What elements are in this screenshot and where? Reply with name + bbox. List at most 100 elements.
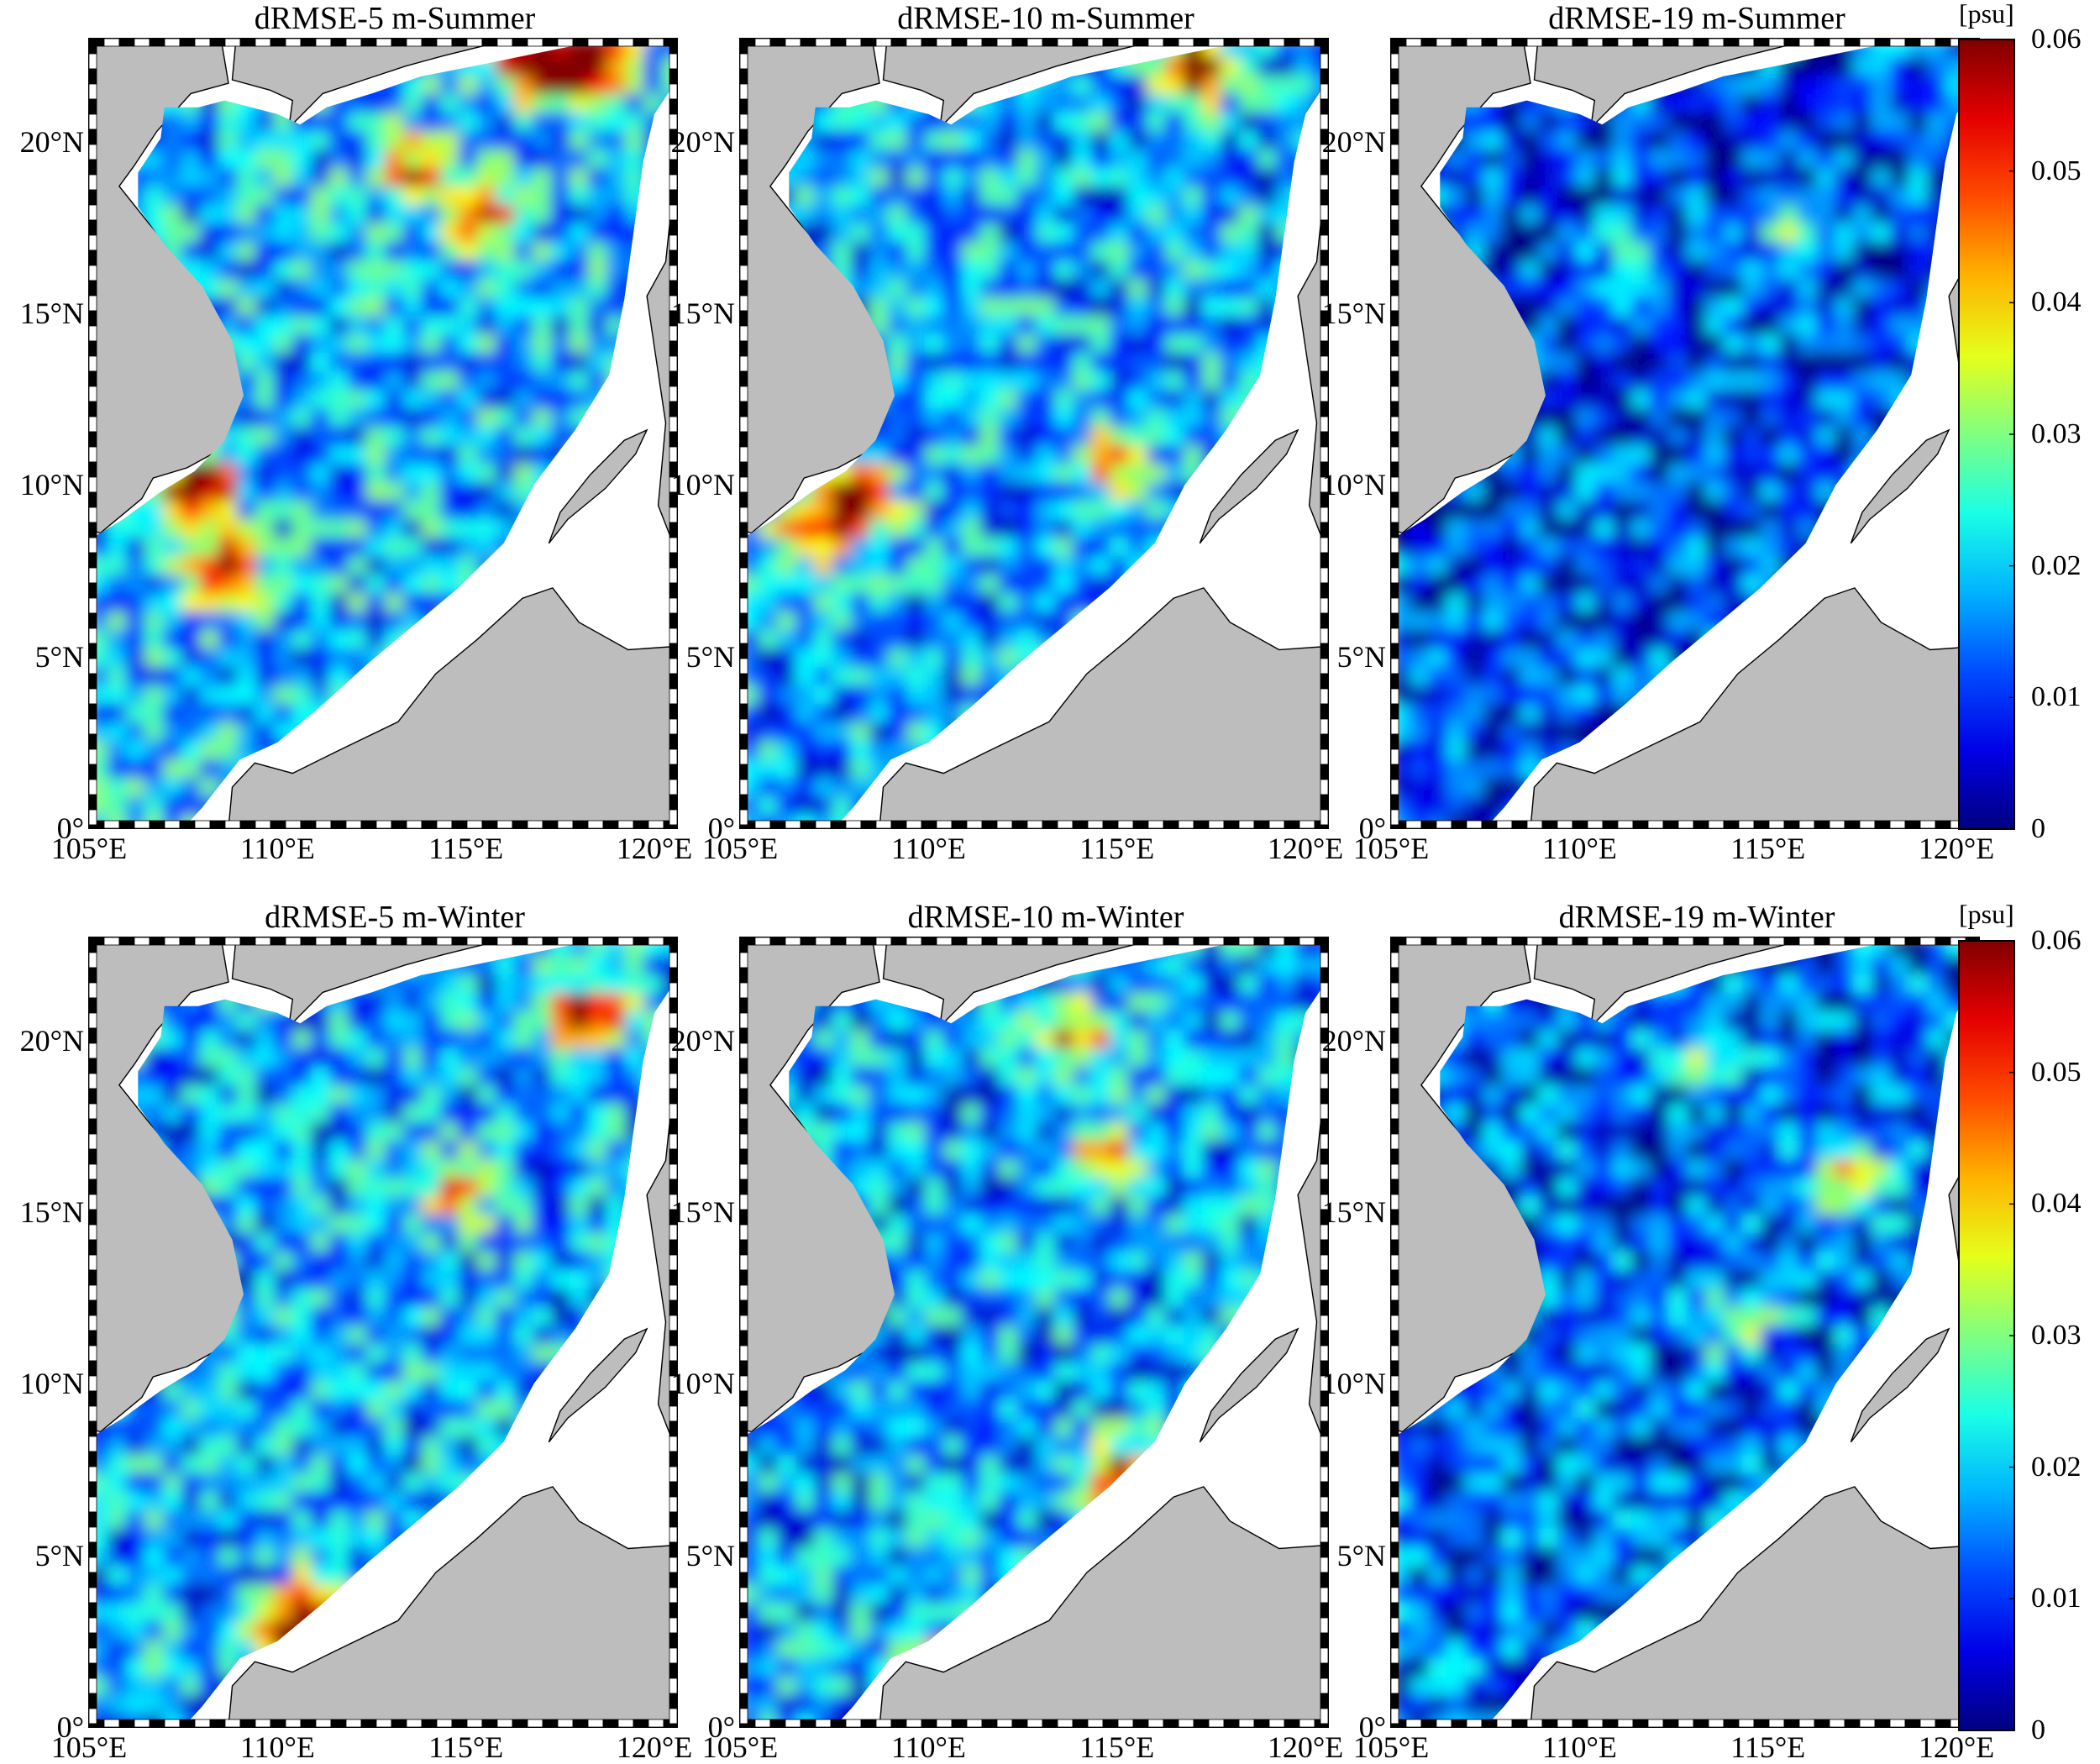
lat-tick-label: 10°N [670, 468, 735, 502]
lon-tick-label: 105°E [50, 1730, 128, 1764]
panel-title: dRMSE-10 m-Summer [897, 1, 1194, 36]
colorbar-tick-label: 0.02 [2031, 549, 2082, 581]
lon-tick-label: 110°E [1541, 832, 1617, 865]
colorbar-tick-label: 0.06 [2031, 24, 2082, 55]
lat-tick-label: 10°N [1321, 1367, 1386, 1401]
lat-tick-label: 20°N [19, 124, 84, 159]
lon-tick-label: 105°E [1352, 832, 1430, 865]
colorbar-tick-label: 0.04 [2031, 1188, 2082, 1220]
lat-tick-label: 15°N [670, 296, 735, 330]
salinity-map [739, 937, 1329, 1728]
colorbar-tick-label: 0.01 [2031, 1583, 2082, 1614]
lon-tick-label: 115°E [1079, 1730, 1155, 1764]
land [1850, 1327, 1950, 1443]
lat-tick-label: 20°N [670, 1023, 735, 1058]
lon-tick-label: 120°E [1918, 832, 1995, 865]
panel-summer-10m: dRMSE-10 m-Summer 0° 5°N 10°N 15°N 20°N 105°E… [671, 0, 1373, 865]
lat-tick-label: 10°N [19, 468, 84, 502]
lon-tick-label: 120°E [1267, 1730, 1344, 1764]
colorbar-gradient [1958, 940, 2015, 1731]
salinity-map [88, 937, 678, 1728]
colorbar-summer: [psu] 0 0.01 0.02 0.03 0.04 0.05 0.06 [1957, 0, 2083, 844]
lon-tick-label: 120°E [616, 832, 693, 865]
lon-tick-label: 120°E [1267, 832, 1344, 865]
lat-tick-label: 10°N [670, 1367, 735, 1401]
land [228, 1486, 678, 1728]
salinity-map [1390, 38, 1980, 829]
lat-tick-label: 0° [1358, 811, 1386, 845]
panel-title: dRMSE-5 m-Summer [254, 1, 536, 36]
colorbar-tick-label: 0.05 [2031, 1056, 2082, 1088]
lat-tick-label: 20°N [19, 1023, 84, 1058]
lon-tick-label: 115°E [428, 832, 504, 865]
lat-tick-label: 0° [1358, 1710, 1386, 1744]
lon-tick-label: 110°E [239, 832, 315, 865]
lon-tick-label: 115°E [1730, 832, 1806, 865]
colorbar-tick-label: 0 [2031, 1714, 2045, 1746]
land [1199, 1327, 1299, 1443]
lon-tick-label: 120°E [616, 1730, 693, 1764]
lat-tick-label: 15°N [1321, 296, 1386, 330]
lat-tick-label: 20°N [670, 124, 735, 159]
panel-title: dRMSE-19 m-Winter [1558, 900, 1835, 935]
lat-tick-label: 5°N [34, 1538, 84, 1572]
panel-winter-10m: dRMSE-10 m-Winter 0° 5°N 10°N 15°N 20°N 105°E… [671, 899, 1373, 1764]
land [548, 428, 648, 544]
lon-tick-label: 110°E [239, 1730, 315, 1764]
land [1199, 428, 1299, 544]
panel-winter-19m: dRMSE-19 m-Winter 0° 5°N 10°N 15°N 20°N 105°E… [1322, 899, 2024, 1764]
panel-summer-5m: dRMSE-5 m-Summer 0° 5°N 10°N 15°N 20°N 105°E 1… [20, 0, 722, 865]
panel-summer-19m: dRMSE-19 m-Summer 0° 5°N 10°N 15°N 20°N 105°E… [1322, 0, 2024, 865]
lon-tick-label: 115°E [1079, 832, 1155, 865]
lat-tick-label: 15°N [670, 1194, 735, 1229]
lat-tick-label: 15°N [1321, 1194, 1386, 1229]
lon-tick-label: 105°E [1352, 1730, 1430, 1764]
land [1850, 428, 1950, 544]
lat-tick-label: 5°N [1336, 639, 1386, 674]
land [548, 1327, 648, 1443]
lon-tick-label: 120°E [1918, 1730, 1995, 1764]
panel-title: dRMSE-19 m-Summer [1548, 1, 1845, 36]
land [879, 1486, 1329, 1728]
lat-tick-label: 10°N [19, 1367, 84, 1401]
lat-tick-label: 0° [707, 1710, 735, 1744]
lat-tick-label: 0° [56, 811, 84, 845]
panel-title: dRMSE-5 m-Winter [265, 900, 525, 935]
lat-tick-label: 5°N [685, 1538, 735, 1572]
lat-tick-label: 15°N [19, 1194, 84, 1229]
salinity-map [1390, 937, 1980, 1728]
lat-tick-label: 5°N [1336, 1538, 1386, 1572]
colorbar-tick-label: 0.03 [2031, 1320, 2082, 1351]
salinity-map [88, 38, 678, 829]
colorbar-tick-label: 0.06 [2031, 925, 2082, 956]
panel-winter-5m: dRMSE-5 m-Winter 0° 5°N 10°N 15°N 20°N 105°E 1… [20, 899, 722, 1764]
lat-tick-label: 5°N [34, 639, 84, 674]
lon-tick-label: 110°E [1541, 1730, 1617, 1764]
land [228, 587, 678, 829]
colorbar-tick-label: 0 [2031, 813, 2045, 844]
colorbar-winter: [psu] 0 0.01 0.02 0.03 0.04 0.05 0.06 [1957, 899, 2083, 1746]
colorbar-tick-label: 0.04 [2031, 286, 2082, 318]
colorbar-unit: [psu] [1959, 899, 2014, 929]
lon-tick-label: 105°E [701, 1730, 779, 1764]
land [879, 587, 1329, 829]
salinity-map [739, 38, 1329, 829]
panel-title: dRMSE-10 m-Winter [907, 900, 1184, 935]
lon-tick-label: 105°E [50, 832, 128, 865]
lat-tick-label: 5°N [685, 639, 735, 674]
colorbar-tick-label: 0.01 [2031, 681, 2082, 713]
lat-tick-label: 0° [56, 1710, 84, 1744]
lat-tick-label: 20°N [1321, 1023, 1386, 1058]
colorbar-tick-label: 0.02 [2031, 1451, 2082, 1483]
lat-tick-label: 0° [707, 811, 735, 845]
lon-tick-label: 110°E [890, 832, 966, 865]
lon-tick-label: 105°E [701, 832, 779, 865]
lat-tick-label: 10°N [1321, 468, 1386, 502]
colorbar-gradient [1958, 39, 2015, 830]
lon-tick-label: 115°E [1730, 1730, 1806, 1764]
lat-tick-label: 20°N [1321, 124, 1386, 159]
colorbar-unit: [psu] [1959, 0, 2014, 29]
colorbar-tick-label: 0.05 [2031, 155, 2082, 186]
lon-tick-label: 110°E [890, 1730, 966, 1764]
lon-tick-label: 115°E [428, 1730, 504, 1764]
